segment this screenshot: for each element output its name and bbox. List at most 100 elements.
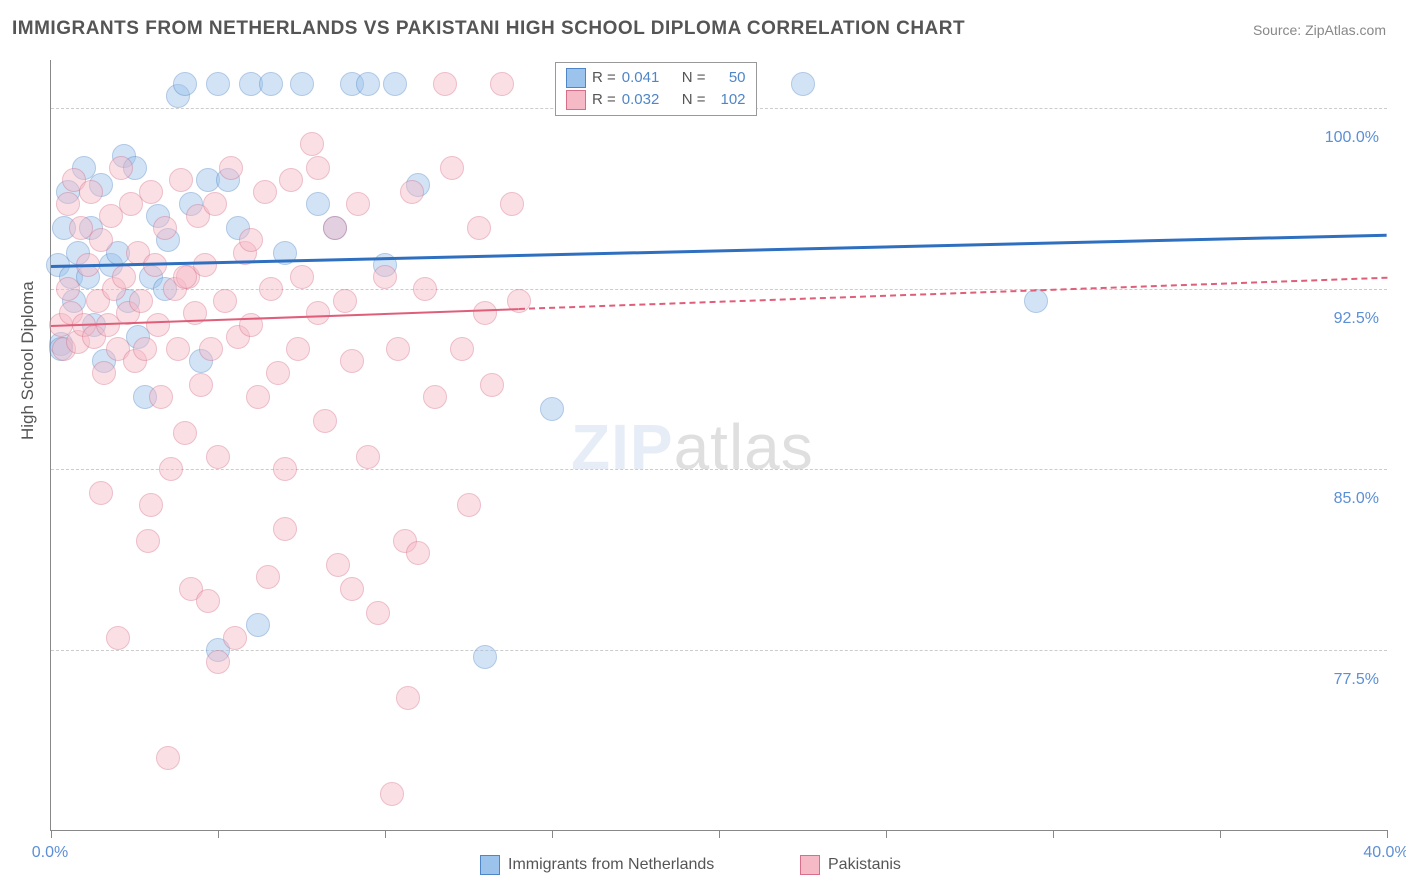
x-tick-label: 40.0% bbox=[1363, 844, 1406, 862]
scatter-point bbox=[153, 216, 177, 240]
scatter-point bbox=[223, 626, 247, 650]
legend-n-label: N = bbox=[682, 67, 706, 89]
scatter-point bbox=[473, 645, 497, 669]
y-tick-label: 100.0% bbox=[1325, 129, 1379, 147]
scatter-point bbox=[440, 156, 464, 180]
scatter-point bbox=[386, 337, 410, 361]
gridline-h bbox=[51, 289, 1387, 290]
scatter-point bbox=[457, 493, 481, 517]
legend-series: Pakistanis bbox=[800, 855, 901, 875]
scatter-point bbox=[373, 265, 397, 289]
x-tick bbox=[1387, 830, 1388, 838]
scatter-point bbox=[173, 265, 197, 289]
scatter-point bbox=[109, 156, 133, 180]
scatter-point bbox=[290, 72, 314, 96]
y-axis-label: High School Diploma bbox=[18, 281, 38, 440]
scatter-point bbox=[323, 216, 347, 240]
legend-n-value: 50 bbox=[712, 67, 746, 89]
scatter-point bbox=[156, 746, 180, 770]
x-tick bbox=[1053, 830, 1054, 838]
legend-n-label: N = bbox=[682, 89, 706, 111]
scatter-point bbox=[340, 577, 364, 601]
scatter-point bbox=[166, 337, 190, 361]
scatter-point bbox=[473, 301, 497, 325]
scatter-point bbox=[380, 782, 404, 806]
legend-swatch bbox=[566, 68, 586, 88]
scatter-point bbox=[199, 337, 223, 361]
scatter-point bbox=[139, 180, 163, 204]
scatter-point bbox=[79, 180, 103, 204]
scatter-point bbox=[356, 72, 380, 96]
scatter-point bbox=[203, 192, 227, 216]
scatter-point bbox=[92, 361, 116, 385]
gridline-h bbox=[51, 469, 1387, 470]
scatter-point bbox=[406, 541, 430, 565]
scatter-point bbox=[139, 493, 163, 517]
scatter-point bbox=[500, 192, 524, 216]
scatter-point bbox=[423, 385, 447, 409]
scatter-point bbox=[106, 626, 130, 650]
scatter-point bbox=[129, 289, 153, 313]
scatter-point bbox=[791, 72, 815, 96]
scatter-point bbox=[133, 337, 157, 361]
legend-r-value: 0.041 bbox=[622, 67, 676, 89]
scatter-point bbox=[256, 565, 280, 589]
scatter-point bbox=[136, 529, 160, 553]
scatter-point bbox=[286, 337, 310, 361]
scatter-point bbox=[1024, 289, 1048, 313]
x-tick bbox=[51, 830, 52, 838]
trendline-dashed bbox=[519, 277, 1387, 310]
scatter-point bbox=[266, 361, 290, 385]
legend-swatch bbox=[800, 855, 820, 875]
scatter-point bbox=[159, 457, 183, 481]
scatter-point bbox=[413, 277, 437, 301]
gridline-h bbox=[51, 650, 1387, 651]
scatter-point bbox=[467, 216, 491, 240]
legend-series: Immigrants from Netherlands bbox=[480, 855, 714, 875]
scatter-point bbox=[306, 156, 330, 180]
scatter-point bbox=[273, 517, 297, 541]
chart-plot-area: ZIPatlas 77.5%85.0%92.5%100.0% bbox=[50, 60, 1387, 831]
scatter-point bbox=[239, 228, 263, 252]
scatter-point bbox=[196, 589, 220, 613]
y-tick-label: 77.5% bbox=[1334, 671, 1379, 689]
scatter-point bbox=[253, 180, 277, 204]
scatter-point bbox=[219, 156, 243, 180]
scatter-point bbox=[89, 228, 113, 252]
scatter-point bbox=[326, 553, 350, 577]
scatter-point bbox=[366, 601, 390, 625]
scatter-point bbox=[206, 72, 230, 96]
y-tick-label: 85.0% bbox=[1334, 490, 1379, 508]
scatter-point bbox=[273, 457, 297, 481]
legend-series-label: Immigrants from Netherlands bbox=[508, 856, 714, 874]
chart-title: IMMIGRANTS FROM NETHERLANDS VS PAKISTANI… bbox=[12, 18, 965, 40]
scatter-point bbox=[396, 686, 420, 710]
scatter-point bbox=[450, 337, 474, 361]
scatter-point bbox=[313, 409, 337, 433]
scatter-point bbox=[56, 277, 80, 301]
scatter-point bbox=[356, 445, 380, 469]
legend-r-value: 0.032 bbox=[622, 89, 676, 111]
watermark: ZIPatlas bbox=[571, 410, 814, 484]
scatter-point bbox=[173, 421, 197, 445]
legend-stats: R =0.041N =50R =0.032N =102 bbox=[555, 62, 757, 116]
scatter-point bbox=[89, 481, 113, 505]
x-tick bbox=[552, 830, 553, 838]
scatter-point bbox=[112, 265, 136, 289]
legend-n-value: 102 bbox=[712, 89, 746, 111]
x-tick bbox=[1220, 830, 1221, 838]
legend-swatch bbox=[480, 855, 500, 875]
scatter-point bbox=[433, 72, 457, 96]
legend-stats-row: R =0.041N =50 bbox=[566, 67, 746, 89]
scatter-point bbox=[300, 132, 324, 156]
scatter-point bbox=[169, 168, 193, 192]
scatter-point bbox=[480, 373, 504, 397]
scatter-point bbox=[246, 385, 270, 409]
scatter-point bbox=[213, 289, 237, 313]
x-tick bbox=[886, 830, 887, 838]
scatter-point bbox=[246, 613, 270, 637]
scatter-point bbox=[400, 180, 424, 204]
legend-series-label: Pakistanis bbox=[828, 856, 901, 874]
scatter-point bbox=[333, 289, 357, 313]
scatter-point bbox=[346, 192, 370, 216]
